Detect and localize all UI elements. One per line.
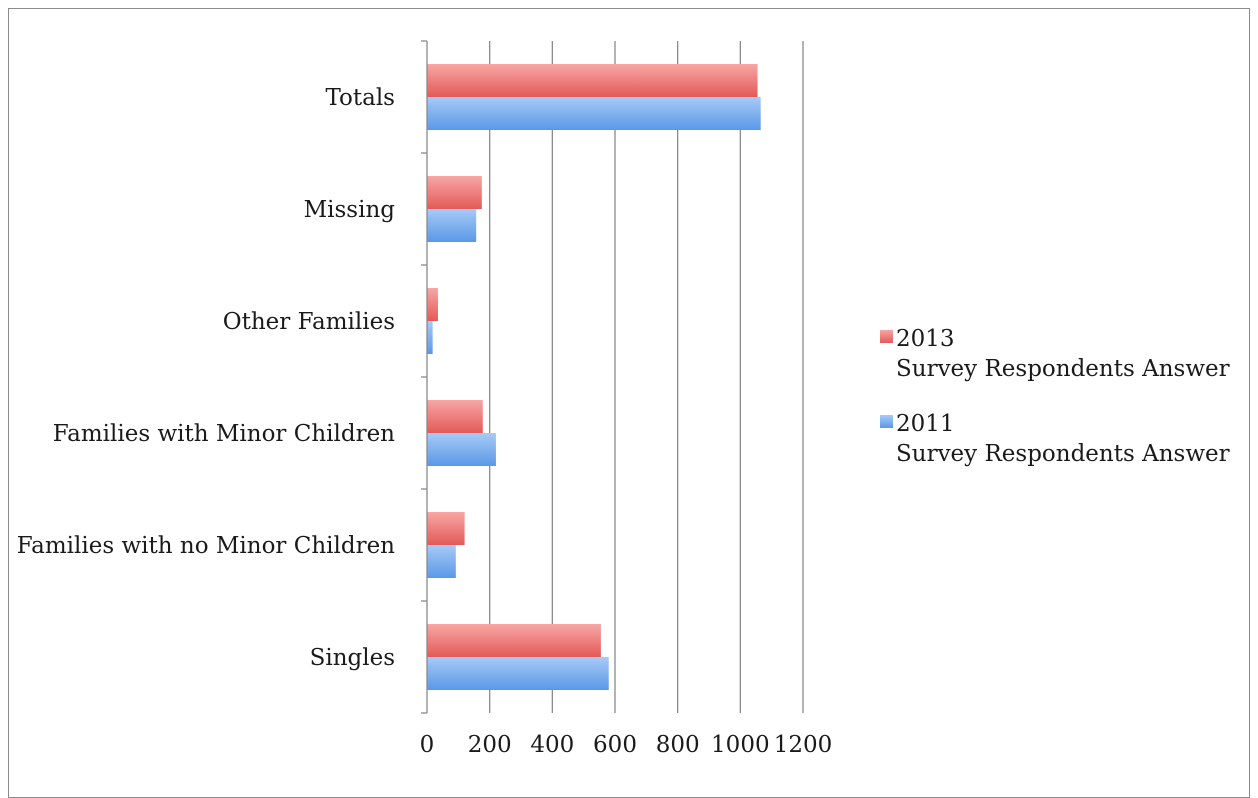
x-tick-label: 600 xyxy=(593,732,637,758)
bars xyxy=(427,64,761,690)
bar-2013 xyxy=(427,176,482,209)
legend-label: 2011 xyxy=(896,411,955,437)
bar-2011 xyxy=(427,433,496,466)
x-tick-label: 800 xyxy=(656,732,700,758)
bar-2013 xyxy=(427,624,601,657)
legend-swatch-2013 xyxy=(880,330,893,343)
x-tick-label: 0 xyxy=(420,732,435,758)
legend: 2013 Survey Respondents Answer 2011 Survey … xyxy=(880,326,1230,467)
bar-2013 xyxy=(427,64,758,97)
bar-2013 xyxy=(427,400,483,433)
x-tick-label: 1200 xyxy=(774,732,833,758)
legend-swatch-2011 xyxy=(880,415,893,428)
chart-frame xyxy=(8,8,1250,798)
bar-2013 xyxy=(427,288,438,321)
legend-label-line2: Survey Respondents Answer xyxy=(896,356,1230,382)
category-label: Singles xyxy=(310,645,395,671)
bar-2013 xyxy=(427,512,465,545)
legend-label-line2: Survey Respondents Answer xyxy=(896,441,1230,467)
bar-2011 xyxy=(427,209,477,242)
category-label: Families with Minor Children xyxy=(53,421,395,447)
bar-2011 xyxy=(427,545,456,578)
category-label: Families with no Minor Children xyxy=(17,533,395,559)
bar-2011 xyxy=(427,657,609,690)
x-tick-label: 400 xyxy=(530,732,574,758)
category-label: Other Families xyxy=(223,309,395,335)
x-tick-label: 1000 xyxy=(711,732,770,758)
category-label: Missing xyxy=(304,197,396,223)
category-label: Totals xyxy=(325,85,395,111)
x-tick-label: 200 xyxy=(468,732,512,758)
bar-2011 xyxy=(427,321,433,354)
legend-label: 2013 xyxy=(896,326,955,352)
axes: 0 200 400 600 800 1000 1200 Singles Families wit… xyxy=(17,40,833,758)
gridlines xyxy=(489,41,804,713)
bar-2011 xyxy=(427,97,761,130)
